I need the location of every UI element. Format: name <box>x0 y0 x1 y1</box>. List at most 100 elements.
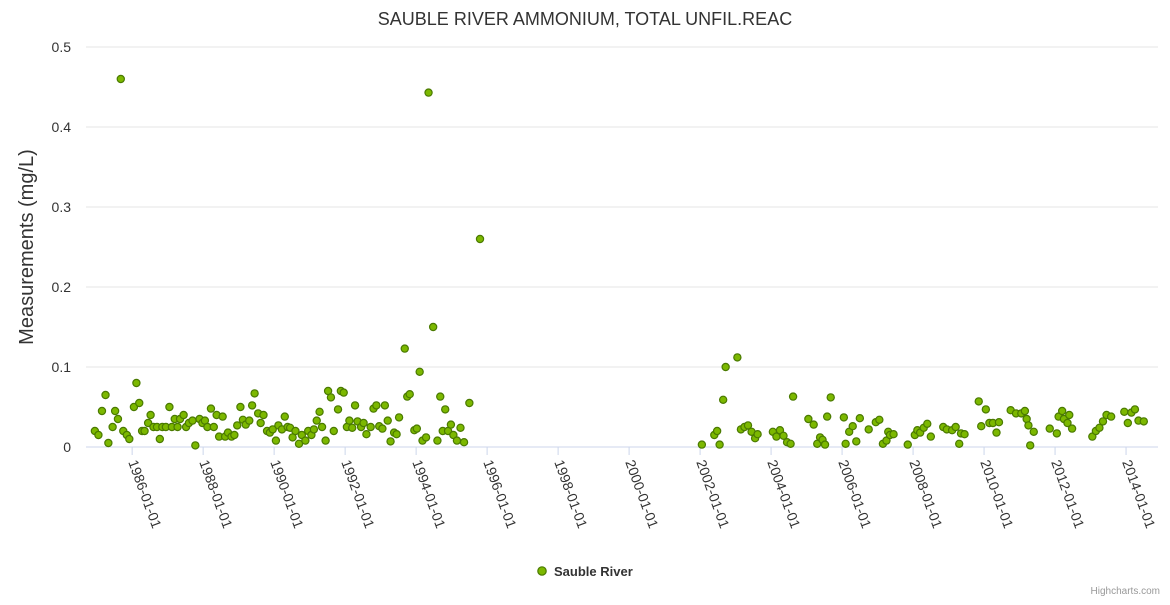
data-point[interactable] <box>1123 418 1133 428</box>
data-point[interactable] <box>245 416 254 425</box>
data-point[interactable] <box>312 416 321 425</box>
data-point[interactable] <box>1106 412 1116 421</box>
data-point[interactable] <box>259 410 268 420</box>
data-point[interactable] <box>864 425 873 434</box>
data-point[interactable] <box>1067 424 1077 433</box>
data-point[interactable] <box>1095 423 1104 432</box>
data-point[interactable] <box>994 418 1004 427</box>
data-point[interactable] <box>923 419 932 428</box>
data-point[interactable] <box>400 344 409 353</box>
data-point[interactable] <box>1063 418 1072 428</box>
data-point[interactable] <box>345 416 354 425</box>
data-point[interactable] <box>155 434 165 444</box>
data-point[interactable] <box>718 395 728 404</box>
data-point[interactable] <box>348 423 357 432</box>
data-point[interactable] <box>436 392 445 401</box>
data-point[interactable] <box>372 401 381 410</box>
data-point[interactable] <box>280 412 289 421</box>
data-point[interactable] <box>955 439 964 448</box>
data-point[interactable] <box>321 436 330 445</box>
data-point[interactable] <box>424 88 433 97</box>
data-point[interactable] <box>1045 424 1054 433</box>
data-point[interactable] <box>743 421 753 430</box>
data-point[interactable] <box>1026 441 1035 450</box>
data-point[interactable] <box>852 437 861 446</box>
data-point[interactable] <box>140 426 149 436</box>
data-point[interactable] <box>826 393 835 402</box>
data-point[interactable] <box>465 398 474 408</box>
data-point[interactable] <box>362 430 371 439</box>
data-point[interactable] <box>233 421 242 430</box>
data-point[interactable] <box>392 430 401 439</box>
data-point[interactable] <box>250 389 259 398</box>
data-point[interactable] <box>339 388 348 397</box>
data-point[interactable] <box>974 397 983 406</box>
data-point[interactable] <box>981 405 991 414</box>
data-point[interactable] <box>977 422 986 431</box>
data-point[interactable] <box>712 426 722 436</box>
data-point[interactable] <box>383 416 392 425</box>
data-point[interactable] <box>1029 427 1038 436</box>
data-point[interactable] <box>380 401 390 410</box>
data-point[interactable] <box>256 418 265 428</box>
data-point[interactable] <box>394 413 404 422</box>
data-point[interactable] <box>191 441 200 450</box>
data-point[interactable] <box>125 434 134 444</box>
data-point[interactable] <box>326 393 336 402</box>
data-point[interactable] <box>301 436 310 445</box>
data-point[interactable] <box>1139 417 1149 426</box>
data-point[interactable] <box>218 412 227 421</box>
data-point[interactable] <box>317 422 327 432</box>
data-point[interactable] <box>452 436 462 445</box>
data-point[interactable] <box>433 436 442 445</box>
data-point[interactable] <box>848 422 857 431</box>
data-point[interactable] <box>315 407 324 416</box>
data-point[interactable] <box>236 402 245 412</box>
data-point[interactable] <box>421 433 431 442</box>
data-point[interactable] <box>1052 429 1062 438</box>
data-point[interactable] <box>146 410 155 420</box>
data-point[interactable] <box>1120 407 1129 416</box>
data-point[interactable] <box>113 414 123 424</box>
legend-item-label[interactable]: Sauble River <box>554 564 633 579</box>
data-point[interactable] <box>386 437 395 446</box>
data-point[interactable] <box>733 353 742 362</box>
data-point[interactable] <box>366 422 375 432</box>
data-point[interactable] <box>446 420 456 429</box>
data-point[interactable] <box>268 425 277 434</box>
data-point[interactable] <box>839 413 849 422</box>
data-point[interactable] <box>475 234 485 244</box>
data-point[interactable] <box>779 431 788 440</box>
legend-marker[interactable] <box>537 566 547 576</box>
data-point[interactable] <box>788 392 798 401</box>
data-point[interactable] <box>309 425 319 434</box>
data-point[interactable] <box>247 401 257 410</box>
data-point[interactable] <box>1057 406 1067 416</box>
data-point[interactable] <box>188 416 197 425</box>
data-point[interactable] <box>875 415 884 424</box>
data-point[interactable] <box>992 428 1001 437</box>
data-point[interactable] <box>135 398 144 408</box>
data-point[interactable] <box>721 362 730 372</box>
data-point[interactable] <box>230 430 239 440</box>
data-point[interactable] <box>809 420 818 429</box>
data-point[interactable] <box>786 439 795 448</box>
data-point[interactable] <box>715 440 724 449</box>
data-point[interactable] <box>333 405 343 414</box>
data-point[interactable] <box>1020 406 1030 416</box>
data-point[interactable] <box>173 422 182 432</box>
data-point[interactable] <box>359 418 368 428</box>
data-point[interactable] <box>841 439 850 448</box>
data-point[interactable] <box>822 412 832 421</box>
data-point[interactable] <box>108 422 117 432</box>
chart-credit[interactable]: Highcharts.com <box>1091 586 1160 597</box>
legend[interactable]: Sauble River <box>537 564 633 579</box>
data-point[interactable] <box>415 367 424 376</box>
data-point[interactable] <box>104 438 113 448</box>
data-point[interactable] <box>94 430 103 440</box>
data-point[interactable] <box>855 414 865 423</box>
data-point[interactable] <box>101 390 110 400</box>
data-point[interactable] <box>110 406 120 416</box>
data-point[interactable] <box>209 422 218 432</box>
data-point[interactable] <box>291 426 300 436</box>
